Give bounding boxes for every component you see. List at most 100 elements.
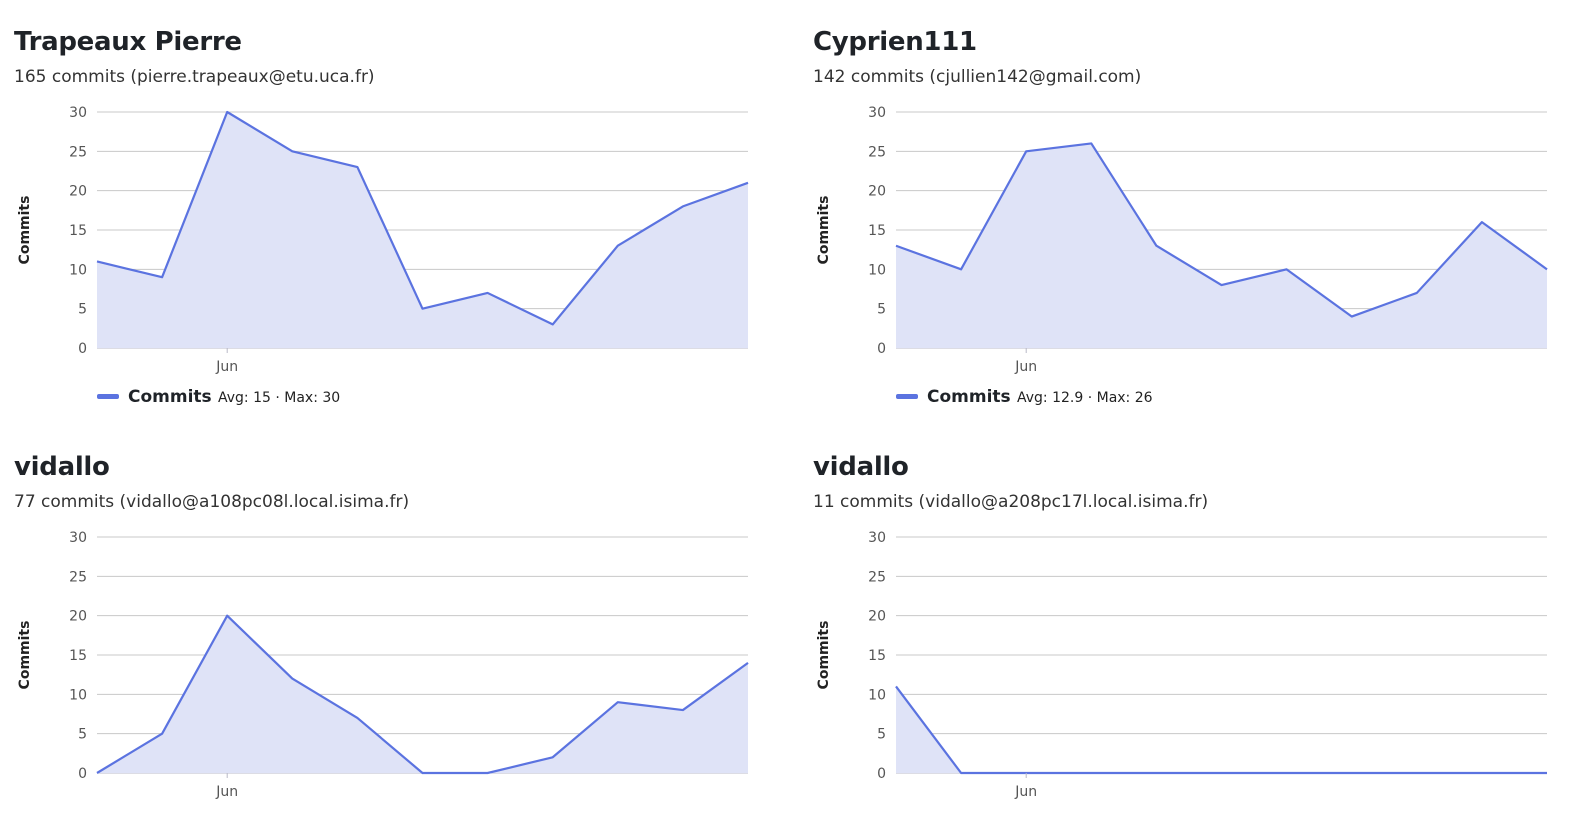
data-point: [485, 290, 491, 296]
y-tick-label: 25: [868, 144, 886, 160]
series-area: [896, 143, 1547, 348]
y-tick-label: 10: [868, 687, 886, 703]
y-tick-label: 10: [69, 687, 87, 703]
data-point: [1414, 770, 1420, 776]
data-point: [224, 613, 230, 619]
data-point: [893, 683, 899, 689]
series-area: [97, 112, 748, 348]
y-axis-label: Commits: [17, 621, 33, 690]
data-point: [745, 660, 751, 666]
data-point: [893, 243, 899, 249]
data-point: [354, 715, 360, 721]
series-line: [96, 614, 749, 775]
data-point: [224, 109, 230, 115]
legend-stats: Avg: 12.9 · Max: 26: [1017, 390, 1153, 406]
data-point: [289, 676, 295, 682]
x-tick-label: Jun: [215, 359, 238, 375]
y-tick-label: 5: [78, 302, 87, 318]
data-point: [1479, 219, 1485, 225]
y-tick-label: 0: [877, 766, 886, 782]
y-tick-label: 20: [868, 609, 886, 625]
y-axis-label: Commits: [816, 621, 832, 690]
data-point: [615, 699, 621, 705]
data-point: [1349, 314, 1355, 320]
data-point: [1479, 770, 1485, 776]
series-line: [895, 685, 1547, 775]
y-tick-label: 30: [868, 105, 886, 121]
y-tick-label: 5: [78, 727, 87, 743]
data-point: [1349, 770, 1355, 776]
data-point: [485, 770, 491, 776]
data-point: [289, 148, 295, 154]
contributor-commit-summary: 77 commits (vidallo@a108pc08l.local.isim…: [14, 492, 410, 512]
data-point: [1088, 140, 1094, 146]
data-point: [745, 180, 751, 186]
series-line: [895, 142, 1548, 318]
y-axis-label: Commits: [17, 196, 33, 265]
y-tick-label: 25: [868, 569, 886, 585]
data-point: [958, 266, 964, 272]
y-tick-label: 0: [78, 766, 87, 782]
y-tick-label: 10: [69, 262, 87, 278]
y-tick-label: 5: [877, 302, 886, 318]
commits-chart[interactable]: 0 5 10 15 20 25 30 Commits Jun: [14, 523, 774, 833]
commits-chart[interactable]: 0 5 10 15 20 25 30 Commits Jun: [813, 523, 1573, 833]
legend-label: Commits: [927, 387, 1011, 407]
contributor-name: Cyprien111: [813, 27, 977, 57]
contributor-card: Trapeaux Pierre 165 commits (pierre.trap…: [14, 0, 774, 407]
y-tick-label: 15: [69, 223, 87, 239]
data-point: [1544, 770, 1550, 776]
y-tick-label: 15: [69, 648, 87, 664]
series-area: [97, 615, 748, 773]
contributor-card: Cyprien111 142 commits (cjullien142@gmai…: [813, 0, 1573, 407]
data-point: [1023, 148, 1029, 154]
data-point: [1284, 266, 1290, 272]
y-tick-label: 0: [877, 341, 886, 357]
contributor-commit-summary: 11 commits (vidallo@a208pc17l.local.isim…: [813, 492, 1209, 512]
y-tick-label: 25: [69, 569, 87, 585]
x-tick-label: Jun: [215, 784, 238, 800]
y-tick-label: 10: [868, 262, 886, 278]
y-tick-label: 30: [868, 530, 886, 546]
contributor-commit-summary: 142 commits (cjullien142@gmail.com): [813, 67, 1142, 87]
data-point: [159, 731, 165, 737]
y-tick-label: 15: [868, 223, 886, 239]
y-tick-label: 20: [69, 609, 87, 625]
data-point: [1219, 770, 1225, 776]
data-point: [615, 243, 621, 249]
data-point: [1219, 282, 1225, 288]
y-tick-label: 0: [78, 341, 87, 357]
legend-swatch: [97, 394, 119, 399]
contributor-card: vidallo 77 commits (vidallo@a108pc08l.lo…: [14, 425, 774, 825]
x-tick-label: Jun: [1014, 784, 1037, 800]
data-point: [354, 164, 360, 170]
data-point: [680, 707, 686, 713]
contributor-name: vidallo: [14, 452, 110, 482]
y-tick-label: 5: [877, 727, 886, 743]
data-point: [420, 770, 426, 776]
series-area: [896, 686, 1547, 773]
legend-stats: Avg: 15 · Max: 30: [218, 390, 340, 406]
contributor-name: vidallo: [813, 452, 909, 482]
data-point: [958, 770, 964, 776]
data-point: [94, 770, 100, 776]
y-tick-label: 30: [69, 105, 87, 121]
contributor-card: vidallo 11 commits (vidallo@a208pc17l.lo…: [813, 425, 1573, 825]
data-point: [1284, 770, 1290, 776]
data-point: [94, 258, 100, 264]
data-point: [1153, 770, 1159, 776]
legend-label: Commits: [128, 387, 212, 407]
data-point: [1088, 770, 1094, 776]
y-tick-label: 15: [868, 648, 886, 664]
y-tick-label: 30: [69, 530, 87, 546]
series-line: [96, 110, 749, 326]
data-point: [420, 306, 426, 312]
y-tick-label: 25: [69, 144, 87, 160]
data-point: [159, 274, 165, 280]
y-tick-label: 20: [69, 184, 87, 200]
y-tick-label: 20: [868, 184, 886, 200]
y-axis-label: Commits: [816, 196, 832, 265]
x-tick-label: Jun: [1014, 359, 1037, 375]
